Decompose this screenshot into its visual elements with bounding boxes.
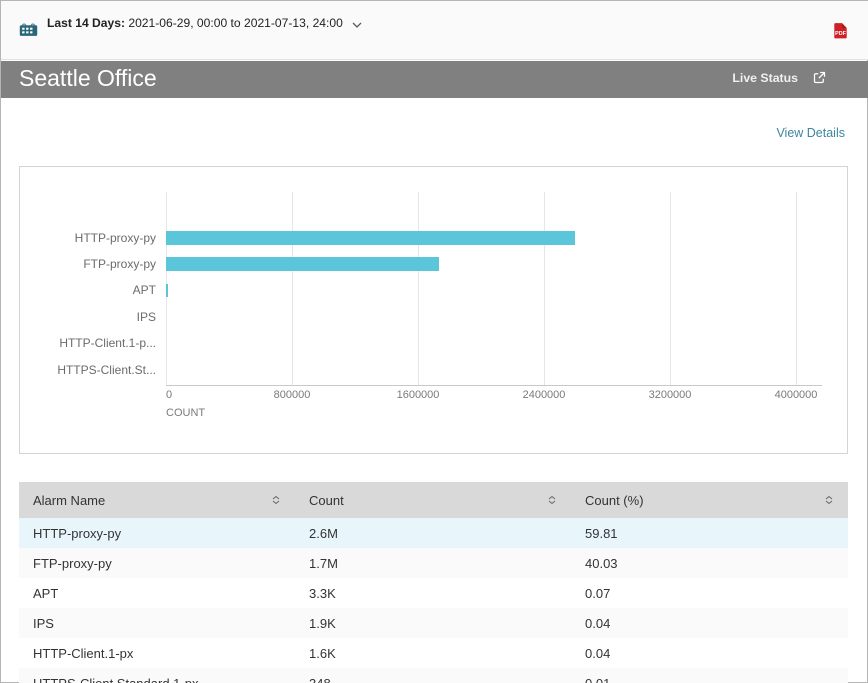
svg-text:PDF: PDF (835, 31, 846, 37)
